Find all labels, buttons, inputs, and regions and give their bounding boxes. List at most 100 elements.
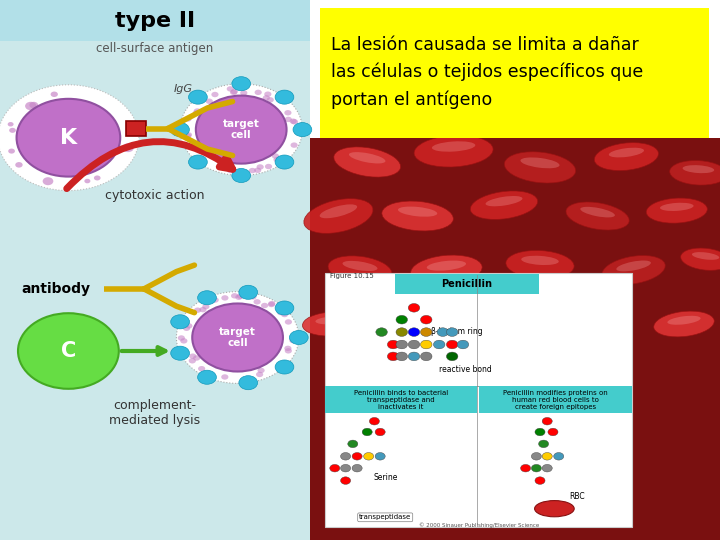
Circle shape (196, 96, 287, 164)
Circle shape (531, 464, 541, 472)
Circle shape (231, 293, 238, 299)
Ellipse shape (410, 255, 482, 285)
Ellipse shape (667, 316, 701, 325)
Circle shape (202, 304, 210, 309)
Ellipse shape (670, 160, 720, 185)
Ellipse shape (660, 202, 693, 211)
Circle shape (239, 285, 258, 299)
Circle shape (237, 293, 244, 299)
Circle shape (289, 330, 308, 345)
Circle shape (42, 177, 53, 185)
Circle shape (240, 90, 248, 96)
Text: La lesión causada se limita a dañar
las células o tejidos específicos que
portan: La lesión causada se limita a dañar las … (331, 36, 644, 109)
Circle shape (268, 301, 275, 306)
Ellipse shape (343, 261, 377, 271)
Text: cytotoxic action: cytotoxic action (105, 189, 204, 202)
Circle shape (256, 164, 264, 170)
Circle shape (446, 340, 458, 349)
Bar (0, 0, 310, 540)
Circle shape (396, 328, 408, 336)
Circle shape (199, 307, 207, 312)
Ellipse shape (580, 310, 616, 319)
Circle shape (193, 355, 200, 361)
FancyArrowPatch shape (122, 347, 166, 355)
Bar (0, 0, 310, 40)
Circle shape (185, 323, 192, 329)
Circle shape (375, 428, 385, 436)
Circle shape (255, 90, 262, 95)
Ellipse shape (534, 501, 575, 517)
Bar (325, 386, 477, 413)
Text: cell-surface antigen: cell-surface antigen (96, 42, 213, 55)
Ellipse shape (320, 204, 357, 218)
Circle shape (198, 366, 205, 372)
Circle shape (341, 464, 351, 472)
Circle shape (171, 346, 189, 360)
Circle shape (446, 352, 458, 361)
Circle shape (197, 370, 216, 384)
Circle shape (437, 328, 449, 336)
Ellipse shape (566, 202, 629, 230)
Ellipse shape (302, 312, 360, 336)
Circle shape (263, 95, 270, 100)
Ellipse shape (382, 201, 454, 231)
Circle shape (264, 91, 271, 97)
Circle shape (184, 116, 192, 122)
Ellipse shape (427, 261, 466, 271)
Ellipse shape (616, 260, 651, 272)
Ellipse shape (349, 152, 385, 164)
Circle shape (176, 292, 299, 383)
Ellipse shape (505, 152, 575, 183)
Ellipse shape (565, 306, 630, 332)
Circle shape (289, 118, 297, 124)
Circle shape (446, 328, 458, 336)
Ellipse shape (414, 136, 493, 167)
Circle shape (531, 453, 541, 460)
Circle shape (284, 117, 292, 122)
Ellipse shape (680, 248, 720, 271)
Ellipse shape (609, 148, 644, 157)
Ellipse shape (521, 158, 559, 168)
Circle shape (341, 477, 351, 484)
Circle shape (268, 302, 275, 307)
Circle shape (194, 307, 201, 313)
Ellipse shape (580, 207, 615, 218)
Circle shape (284, 110, 292, 116)
Circle shape (277, 310, 284, 315)
Circle shape (94, 176, 101, 180)
Circle shape (539, 440, 549, 448)
Circle shape (15, 162, 22, 167)
Text: Penicillin binds to bacterial
transpeptidase and
inactivates it: Penicillin binds to bacterial transpepti… (354, 389, 448, 410)
Circle shape (180, 338, 187, 343)
Ellipse shape (692, 252, 719, 260)
Circle shape (171, 123, 189, 137)
Circle shape (261, 303, 268, 308)
Circle shape (290, 143, 297, 148)
Circle shape (375, 453, 385, 460)
Text: reactive bond: reactive bond (439, 366, 492, 374)
Ellipse shape (602, 255, 665, 285)
Circle shape (289, 338, 297, 343)
Ellipse shape (304, 199, 373, 233)
Circle shape (408, 340, 420, 349)
Ellipse shape (328, 256, 392, 284)
Circle shape (17, 99, 120, 177)
Circle shape (25, 102, 37, 110)
Circle shape (364, 453, 374, 460)
Circle shape (0, 85, 139, 191)
Circle shape (396, 352, 408, 361)
Circle shape (542, 417, 552, 425)
Circle shape (254, 167, 261, 173)
Circle shape (284, 346, 292, 351)
Text: antibody: antibody (22, 282, 91, 296)
Circle shape (50, 92, 58, 97)
Text: Serine: Serine (373, 474, 397, 482)
Bar (310, 138, 720, 540)
Circle shape (239, 376, 258, 390)
Circle shape (278, 157, 285, 162)
Ellipse shape (485, 196, 523, 206)
Circle shape (183, 326, 190, 331)
Circle shape (521, 464, 531, 472)
Bar (395, 274, 539, 294)
Text: Penicillin: Penicillin (441, 279, 492, 289)
